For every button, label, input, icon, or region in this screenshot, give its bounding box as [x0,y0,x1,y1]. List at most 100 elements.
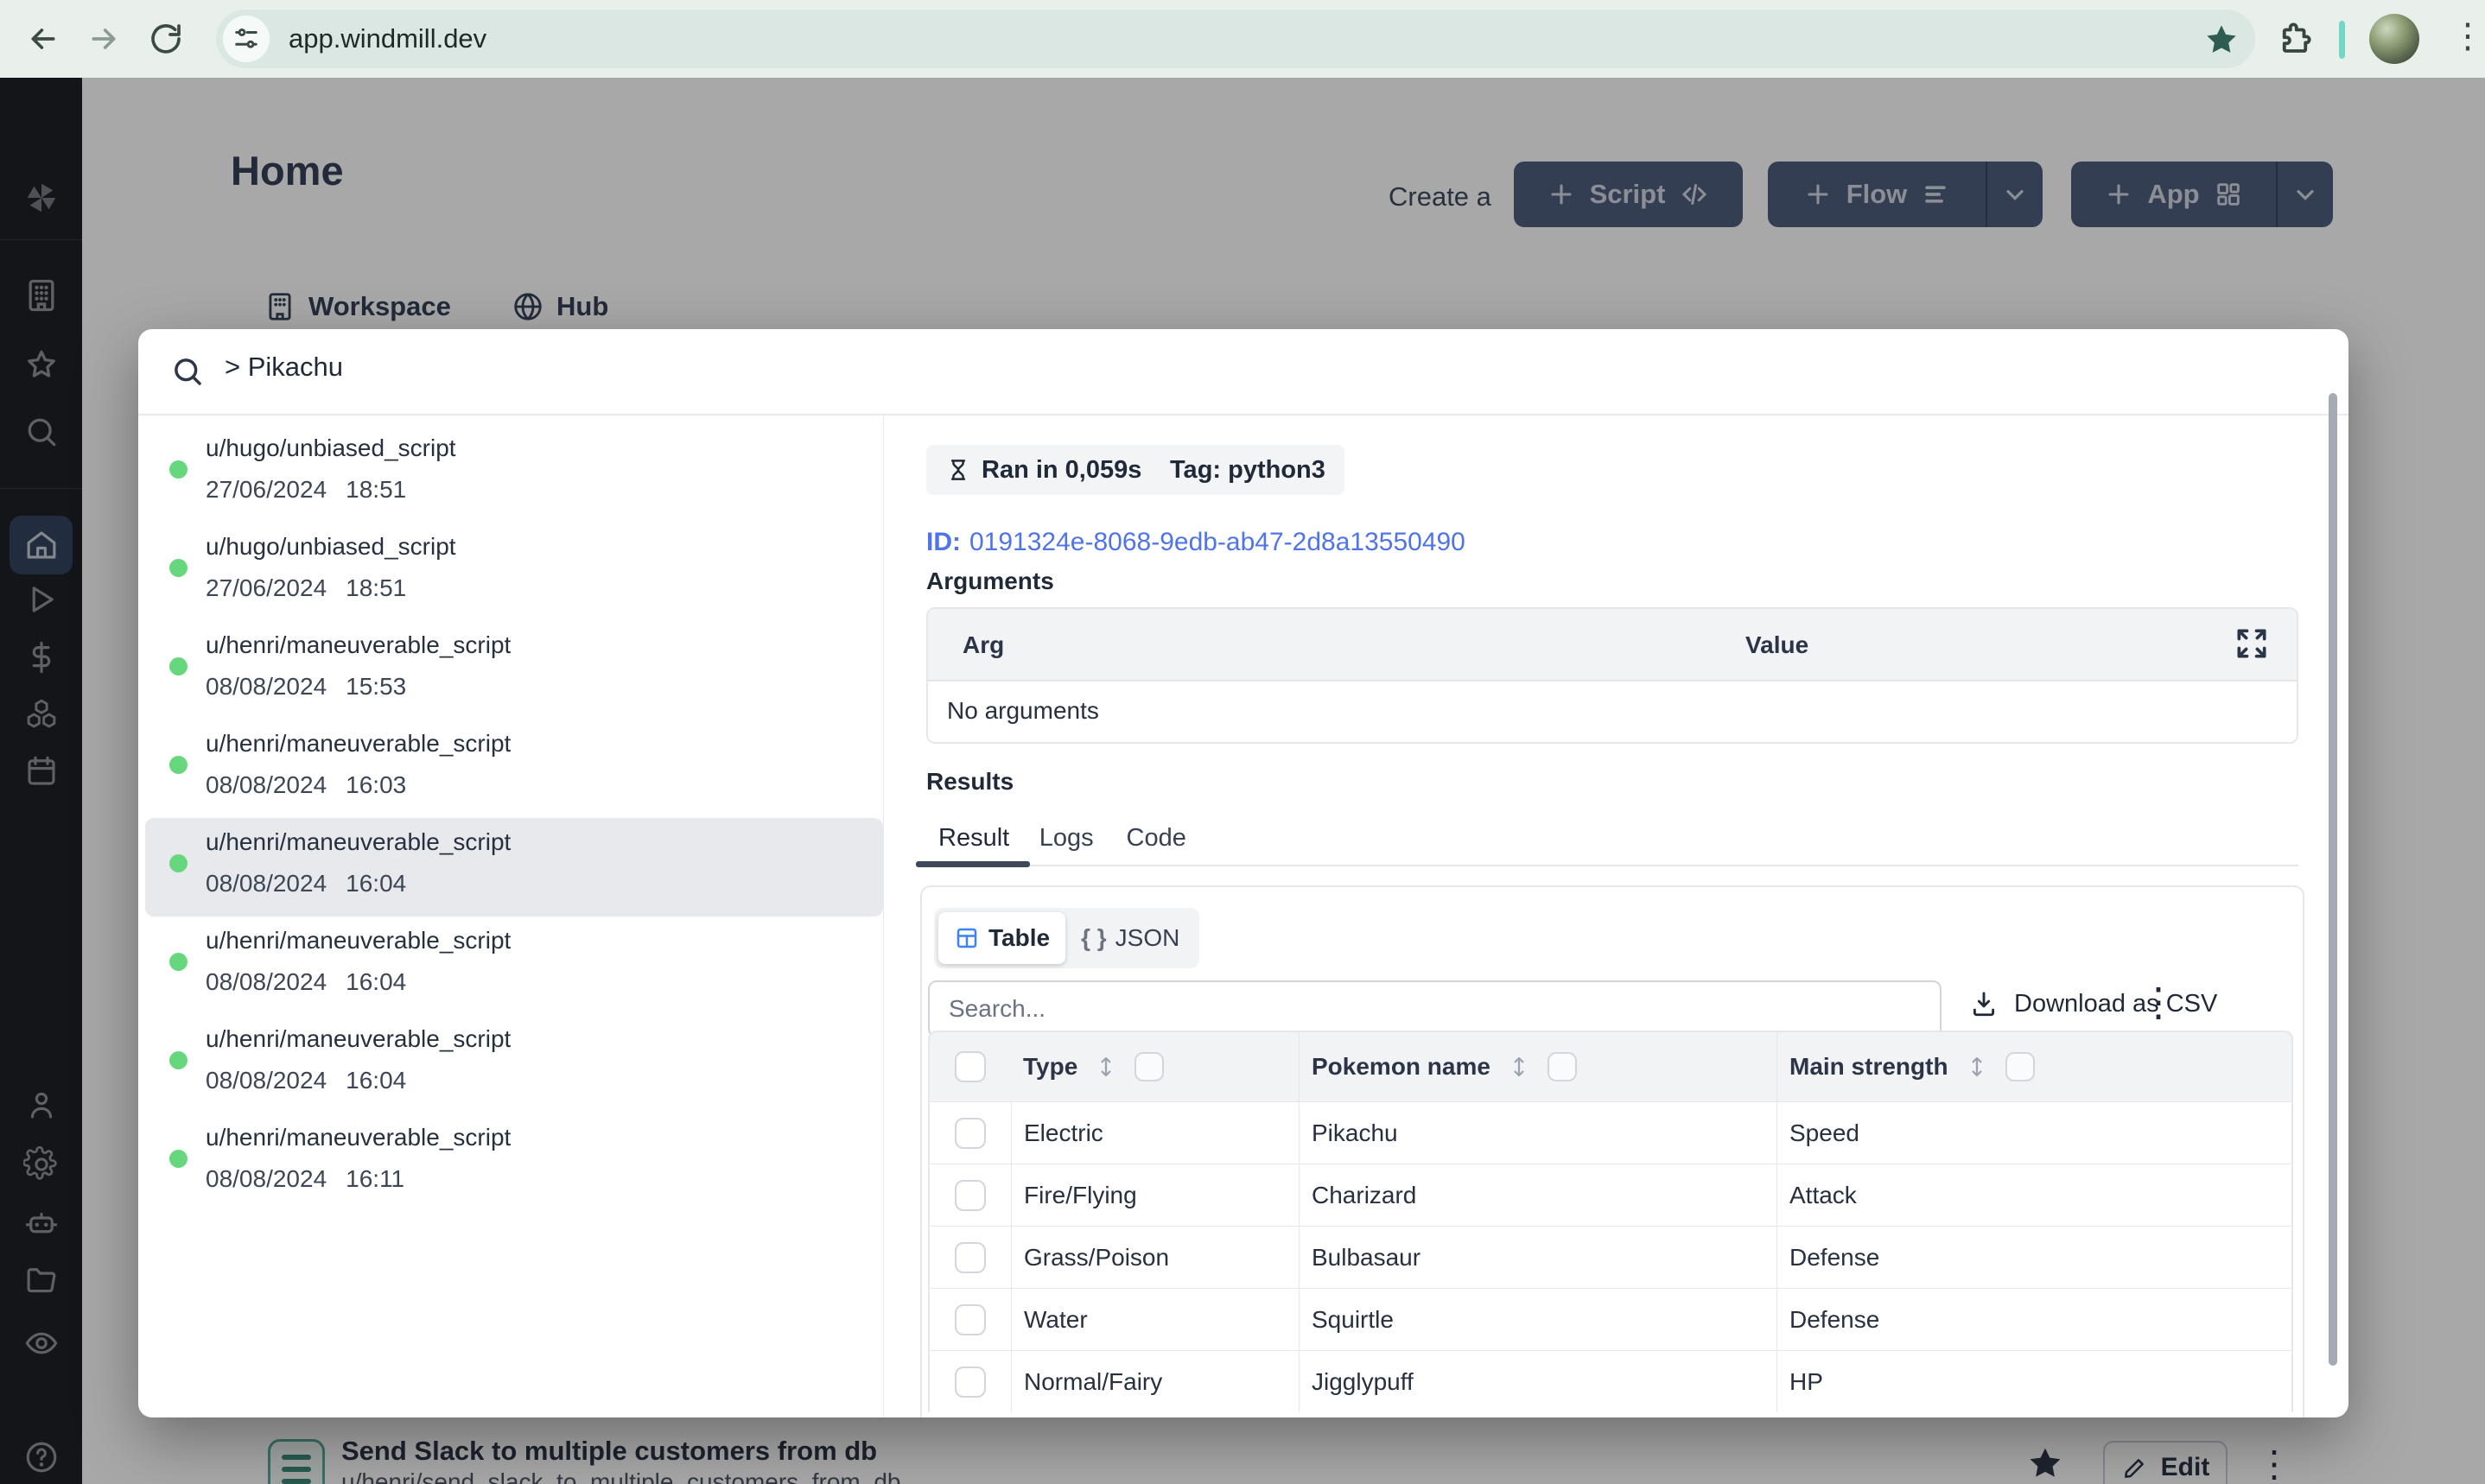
row-checkbox[interactable] [955,1117,986,1149]
sidebar-item-audit-logs[interactable] [0,1325,82,1361]
table-row[interactable]: Fire/Flying Charizard Attack [930,1164,2291,1226]
browser-toolbar: app.windmill.dev ⋮ [0,0,2485,78]
run-list-item[interactable]: u/hugo/unbiased_script 27/06/2024 18:51 [145,424,883,523]
create-a-label: Create a [1389,181,1491,212]
no-arguments-text: No arguments [947,697,1099,724]
bottom-kebab-menu-icon[interactable]: ⋮ [2256,1443,2292,1484]
row-checkbox[interactable] [955,1366,986,1398]
back-icon[interactable] [24,20,62,58]
sidebar-item-workers[interactable] [0,1206,82,1242]
results-tab[interactable]: Code [1126,823,1186,852]
row-checkbox[interactable] [955,1241,986,1273]
forward-icon[interactable] [85,20,123,58]
sidebar-item-resources[interactable] [0,696,82,732]
column-filter-toggle[interactable] [1547,1052,1577,1081]
app-grid-icon [2216,183,2240,206]
refresh-icon[interactable] [147,20,185,58]
run-list-item[interactable]: u/henri/maneuverable_script 08/08/2024 16… [145,818,883,916]
sidebar-item-favorites[interactable] [0,347,82,385]
results-tab[interactable]: Logs [1039,823,1094,852]
run-list-item[interactable]: u/henri/maneuverable_script 08/08/2024 16… [145,720,883,818]
tab-workspace-label: Workspace [308,291,451,321]
flow-list-icon [1925,186,1947,203]
site-settings-icon[interactable] [223,16,270,62]
cell-pokemon-name: Bulbasaur [1299,1227,1776,1288]
run-list-item[interactable]: u/hugo/unbiased_script 27/06/2024 18:51 [145,523,883,621]
view-toggle-table[interactable]: Table [938,912,1066,964]
run-script-path: u/henri/maneuverable_script [206,631,512,658]
cell-pokemon-name: Jigglypuff [1299,1351,1776,1412]
table-row[interactable]: Electric Pikachu Speed [930,1101,2291,1164]
tab-workspace[interactable]: Workspace [264,290,451,323]
bottom-script-title: Send Slack to multiple customers from db [341,1436,878,1466]
extensions-icon[interactable] [2276,20,2314,58]
run-list-item[interactable]: u/henri/maneuverable_script 08/08/2024 16… [145,1113,883,1212]
results-tabs: Result Logs Code [926,813,1201,863]
sort-icon[interactable] [1964,1054,1990,1080]
create-flow-button[interactable]: Flow [1768,162,2043,227]
app-dropdown-chevron[interactable] [2276,162,2333,227]
hub-globe-icon [514,293,542,320]
cell-main-strength: Speed [1776,1102,2291,1164]
sidebar-item-runs[interactable] [0,581,82,618]
sidebar-item-home-active-bg [10,516,73,574]
expand-icon[interactable] [2233,625,2271,663]
column-filter-toggle[interactable] [1134,1052,1165,1081]
modal-search-input[interactable] [225,352,2212,383]
modal-scrollbar-thumb[interactable] [2329,393,2337,1366]
sidebar-item-help[interactable] [0,1439,82,1475]
edit-button[interactable]: Edit [2103,1441,2228,1484]
favorite-star-icon[interactable] [2026,1444,2064,1482]
download-csv-label: Download as CSV [2014,989,2218,1018]
run-timestamp: 08/08/2024 15:53 [206,673,407,700]
cell-type: Grass/Poison [1011,1227,1299,1288]
sort-icon[interactable] [1093,1054,1119,1080]
run-list-item[interactable]: u/henri/maneuverable_script 08/08/2024 16… [145,1015,883,1113]
script-list-icon [268,1439,325,1484]
browser-menu-icon[interactable]: ⋮ [2450,17,2485,55]
sort-icon[interactable] [1506,1054,1532,1080]
column-filter-toggle[interactable] [2005,1052,2035,1081]
cell-type: Fire/Flying [1011,1164,1299,1226]
view-toggle-json[interactable]: { } JSON [1065,912,1195,964]
table-row[interactable]: Water Squirtle Defense [930,1288,2291,1350]
create-script-button[interactable]: Script [1514,162,1743,227]
results-kebab-menu-icon[interactable]: ⋮ [2139,980,2178,1024]
success-status-dot [169,657,187,675]
table-row[interactable]: Normal/Fairy Jigglypuff HP [930,1350,2291,1412]
tag-badge: Tag: python3 [1151,445,1344,495]
flow-dropdown-chevron[interactable] [1986,162,2043,227]
results-card: Table { } JSON Download as CSV ⋮ [920,885,2304,1417]
run-list-item[interactable]: u/henri/maneuverable_script 08/08/2024 16… [145,916,883,1015]
results-tab[interactable]: Result [938,823,1010,852]
run-id-link[interactable]: ID: 0191324e-8068-9edb-ab47-2d8a13550490 [926,528,1465,557]
run-list-item[interactable]: u/henri/maneuverable_script 08/08/2024 15… [145,621,883,720]
create-app-button[interactable]: App [2071,162,2333,227]
table-row[interactable]: Grass/Poison Bulbasaur Defense [930,1226,2291,1288]
results-search-box [928,980,1942,1037]
bookmark-star-icon[interactable] [2203,22,2240,58]
active-tab-indicator [916,861,1030,867]
json-braces-icon: { } [1081,924,1107,951]
results-search-input[interactable] [949,995,1921,1023]
sidebar-item-folders[interactable] [0,1262,82,1298]
sidebar-item-settings[interactable] [0,1146,82,1183]
sidebar-item-workspace[interactable] [0,276,82,314]
row-checkbox[interactable] [955,1303,986,1335]
windmill-logo[interactable] [0,178,82,218]
profile-avatar[interactable] [2369,14,2419,64]
row-checkbox[interactable] [955,1179,986,1211]
tab-hub[interactable]: Hub [512,290,608,323]
sidebar-item-variables[interactable] [0,639,82,675]
column-label: Main strength [1789,1053,1948,1080]
sidebar-item-home[interactable] [0,527,82,563]
download-csv-button[interactable]: Download as CSV [1969,989,2217,1018]
sidebar-item-search[interactable] [0,413,82,451]
select-all-checkbox[interactable] [955,1051,986,1082]
header-cell-checkbox [930,1032,1011,1101]
sidebar-item-schedules[interactable] [0,753,82,790]
sidebar-item-users[interactable] [0,1087,82,1123]
url-bar[interactable]: app.windmill.dev [216,10,2255,68]
